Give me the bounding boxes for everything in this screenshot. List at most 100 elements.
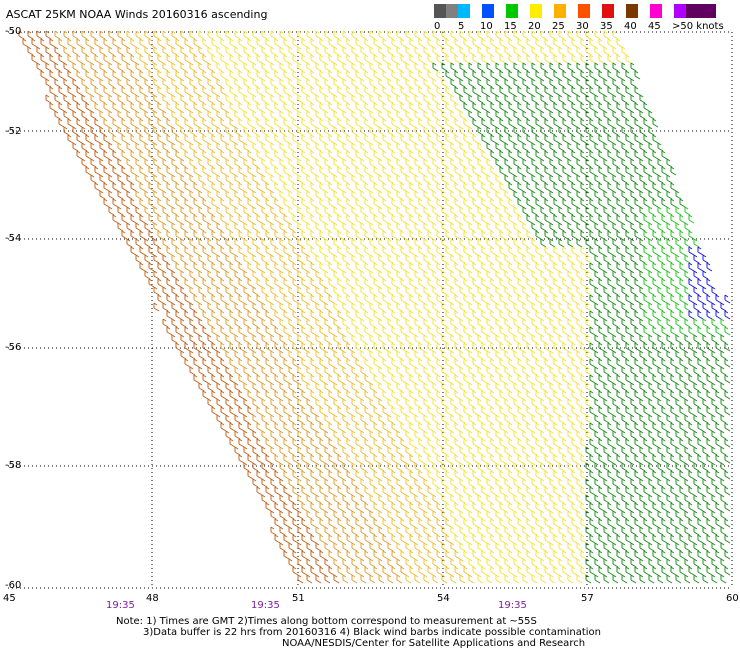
wind-barb	[522, 478, 529, 488]
wind-barb	[621, 222, 628, 232]
wind-barb	[675, 462, 682, 472]
wind-barb	[157, 38, 164, 48]
wind-barb	[580, 262, 587, 272]
wind-barb	[175, 54, 182, 64]
wind-barb	[463, 310, 470, 320]
wind-barb	[256, 342, 263, 352]
wind-barb	[220, 86, 227, 96]
wind-barb	[639, 94, 646, 104]
wind-barb	[549, 430, 556, 440]
wind-barb	[675, 574, 682, 584]
wind-barb	[409, 390, 416, 400]
wind-barb	[328, 118, 335, 128]
wind-barb	[634, 374, 641, 384]
wind-barb	[153, 286, 160, 296]
wind-barb	[499, 326, 506, 336]
wind-barb	[648, 398, 655, 408]
wind-barb	[337, 134, 344, 144]
wind-barb	[396, 174, 403, 184]
wind-barb	[405, 398, 412, 408]
wind-barb	[220, 70, 227, 80]
wind-barb	[468, 110, 475, 120]
wind-barb	[225, 174, 232, 184]
wind-barb	[315, 142, 322, 152]
wind-barb	[657, 142, 664, 152]
wind-barb	[342, 462, 349, 472]
wind-barb	[162, 62, 169, 72]
wind-barb	[409, 118, 416, 128]
wind-barb	[540, 526, 547, 536]
wind-barb	[108, 158, 115, 168]
wind-barb	[612, 206, 619, 216]
wind-barb	[148, 134, 155, 144]
wind-barb	[625, 182, 632, 192]
wind-barb	[459, 462, 466, 472]
wind-barb	[342, 270, 349, 280]
wind-barb	[202, 150, 209, 160]
wind-barb	[607, 326, 614, 336]
wind-barb	[220, 326, 227, 336]
wind-barb	[517, 326, 524, 336]
wind-barb	[472, 486, 479, 496]
wind-barb	[598, 150, 605, 160]
wind-barb	[234, 334, 241, 344]
wind-barb	[153, 94, 160, 104]
wind-barb	[328, 566, 335, 576]
wind-barb	[130, 86, 137, 96]
wind-barb	[297, 350, 304, 360]
wind-barb	[463, 566, 470, 576]
wind-barb	[144, 94, 151, 104]
wind-barb	[342, 446, 349, 456]
wind-barb	[450, 78, 457, 88]
wind-barb	[634, 422, 641, 432]
wind-barb	[121, 38, 128, 48]
wind-barb	[252, 350, 259, 360]
wind-barb	[517, 150, 524, 160]
wind-barb	[576, 190, 583, 200]
wind-barb	[553, 262, 560, 272]
wind-barb	[414, 158, 421, 168]
wind-barb	[202, 358, 209, 368]
wind-barb	[504, 302, 511, 312]
wind-barb	[193, 102, 200, 112]
wind-barb	[558, 382, 565, 392]
wind-barb	[490, 326, 497, 336]
wind-barb	[495, 126, 502, 136]
wind-barb	[598, 390, 605, 400]
wind-barb	[382, 134, 389, 144]
wind-barb	[346, 502, 353, 512]
wind-barb	[477, 206, 484, 216]
wind-barb	[670, 518, 677, 528]
wind-barb	[589, 262, 596, 272]
wind-barb	[436, 182, 443, 192]
wind-barb	[567, 382, 574, 392]
wind-barb	[405, 510, 412, 520]
wind-barb	[148, 86, 155, 96]
wind-barb	[679, 422, 686, 432]
wind-barb	[337, 470, 344, 480]
wind-barb	[432, 158, 439, 168]
wind-barb	[162, 158, 169, 168]
wind-barb	[436, 278, 443, 288]
wind-barb	[661, 246, 668, 256]
wind-barb	[675, 558, 682, 568]
wind-barb	[540, 190, 547, 200]
wind-barb	[540, 366, 547, 376]
wind-barb	[580, 214, 587, 224]
wind-barb	[724, 310, 731, 320]
wind-barb	[382, 566, 389, 576]
wind-barb	[310, 566, 317, 576]
wind-barb	[216, 78, 223, 88]
wind-barb	[418, 166, 425, 176]
wind-barb	[409, 86, 416, 96]
wind-barb	[247, 150, 254, 160]
wind-barb	[652, 422, 659, 432]
wind-barb	[621, 302, 628, 312]
wind-barb	[409, 502, 416, 512]
wind-barb	[153, 206, 160, 216]
wind-barb	[270, 190, 277, 200]
wind-barb	[603, 382, 610, 392]
wind-barb	[684, 238, 691, 248]
wind-barb	[648, 350, 655, 360]
wind-barb	[405, 286, 412, 296]
